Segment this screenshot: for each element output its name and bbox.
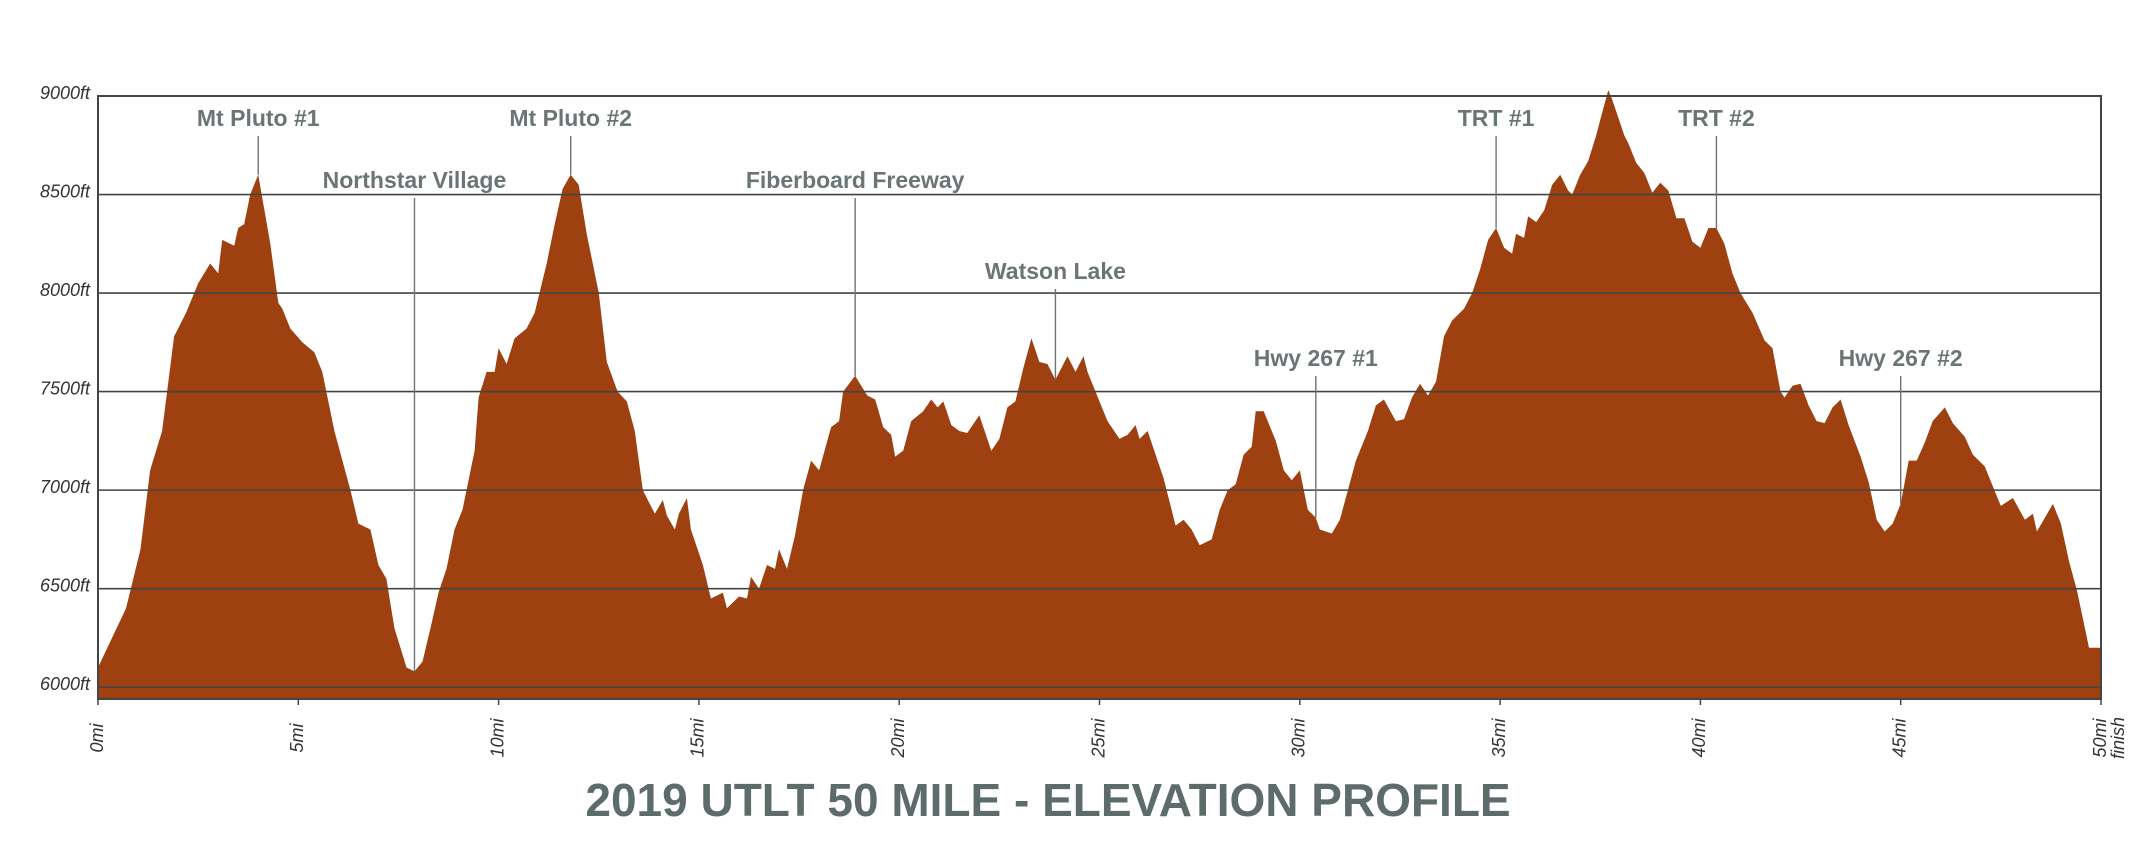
y-tick-label: 6000ft xyxy=(40,674,91,694)
y-tick-label: 7000ft xyxy=(40,477,91,497)
annotation-label: Mt Pluto #2 xyxy=(509,105,632,131)
x-tick-label: 35mi xyxy=(1489,717,1509,757)
x-tick-label: 30mi xyxy=(1289,717,1309,757)
annotation-label: Watson Lake xyxy=(985,258,1126,284)
y-tick-label: 7500ft xyxy=(40,378,91,398)
x-tick-label: 10mi xyxy=(487,717,507,757)
y-tick-label: 8000ft xyxy=(40,280,91,300)
x-tick-label: 5mi xyxy=(287,723,307,753)
x-tick-label: 45mi xyxy=(1889,717,1909,757)
annotation-label: TRT #1 xyxy=(1458,105,1535,131)
x-tick-label: 15mi xyxy=(688,717,708,757)
annotation-label: TRT #2 xyxy=(1678,105,1755,131)
x-tick-label: 40mi xyxy=(1689,717,1709,757)
annotation-label: Northstar Village xyxy=(323,167,507,193)
annotation-label: Hwy 267 #1 xyxy=(1254,345,1378,371)
annotation-label: Hwy 267 #2 xyxy=(1839,345,1963,371)
y-tick-label: 8500ft xyxy=(40,181,91,201)
x-tick-label: 50mi xyxy=(2090,717,2110,757)
annotation-label: Mt Pluto #1 xyxy=(197,105,320,131)
chart-title: 2019 UTLT 50 MILE - ELEVATION PROFILE xyxy=(585,774,1510,826)
annotation-label: Fiberboard Freeway xyxy=(746,167,965,193)
x-tick-label: 20mi xyxy=(888,717,908,758)
y-tick-label: 6500ft xyxy=(40,575,91,595)
x-end-note: finish xyxy=(2108,717,2128,759)
elevation-area xyxy=(98,90,2101,700)
x-tick-label: 0mi xyxy=(87,723,107,753)
y-tick-label: 9000ft xyxy=(40,83,91,103)
x-tick-label: 25mi xyxy=(1088,717,1108,758)
